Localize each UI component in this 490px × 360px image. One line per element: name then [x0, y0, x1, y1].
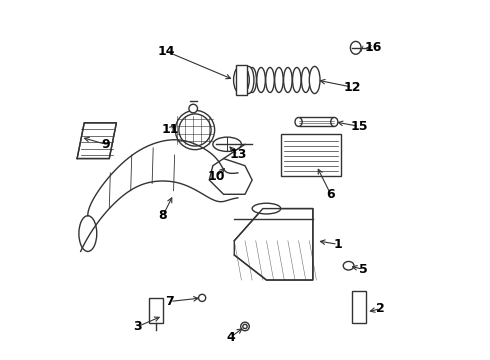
Ellipse shape [234, 66, 249, 94]
Ellipse shape [198, 294, 206, 301]
Text: 14: 14 [158, 45, 175, 58]
Text: 11: 11 [161, 123, 179, 136]
Ellipse shape [243, 66, 254, 94]
Text: 16: 16 [365, 41, 382, 54]
Text: 1: 1 [334, 238, 342, 251]
Ellipse shape [213, 137, 242, 152]
Polygon shape [234, 208, 313, 280]
Ellipse shape [79, 216, 97, 251]
Text: 5: 5 [359, 263, 368, 276]
Bar [352, 291, 367, 323]
Text: 8: 8 [159, 209, 167, 222]
Polygon shape [209, 158, 252, 194]
Bar [148, 298, 163, 323]
Bar [298, 117, 334, 126]
Ellipse shape [243, 324, 247, 329]
Text: 7: 7 [166, 295, 174, 308]
Ellipse shape [175, 111, 215, 150]
Bar [236, 65, 247, 95]
Ellipse shape [301, 67, 310, 93]
Polygon shape [77, 123, 117, 158]
Ellipse shape [241, 322, 249, 331]
Text: 3: 3 [133, 320, 142, 333]
Text: 6: 6 [326, 188, 335, 201]
Ellipse shape [266, 67, 274, 93]
Ellipse shape [293, 67, 301, 93]
Text: 12: 12 [343, 81, 361, 94]
Ellipse shape [179, 114, 211, 146]
Ellipse shape [284, 67, 292, 93]
Text: 9: 9 [101, 138, 110, 151]
Text: 13: 13 [229, 148, 246, 162]
Text: 10: 10 [208, 170, 225, 183]
Ellipse shape [309, 66, 320, 94]
Bar [281, 134, 342, 176]
Ellipse shape [343, 261, 354, 270]
Text: 15: 15 [350, 120, 368, 133]
Text: 2: 2 [376, 302, 385, 315]
Ellipse shape [350, 41, 361, 54]
Ellipse shape [252, 203, 281, 214]
Ellipse shape [248, 67, 256, 93]
Text: 4: 4 [226, 331, 235, 344]
Ellipse shape [257, 67, 266, 93]
Ellipse shape [275, 67, 283, 93]
Ellipse shape [331, 117, 338, 126]
Ellipse shape [295, 117, 302, 126]
Ellipse shape [189, 104, 197, 113]
